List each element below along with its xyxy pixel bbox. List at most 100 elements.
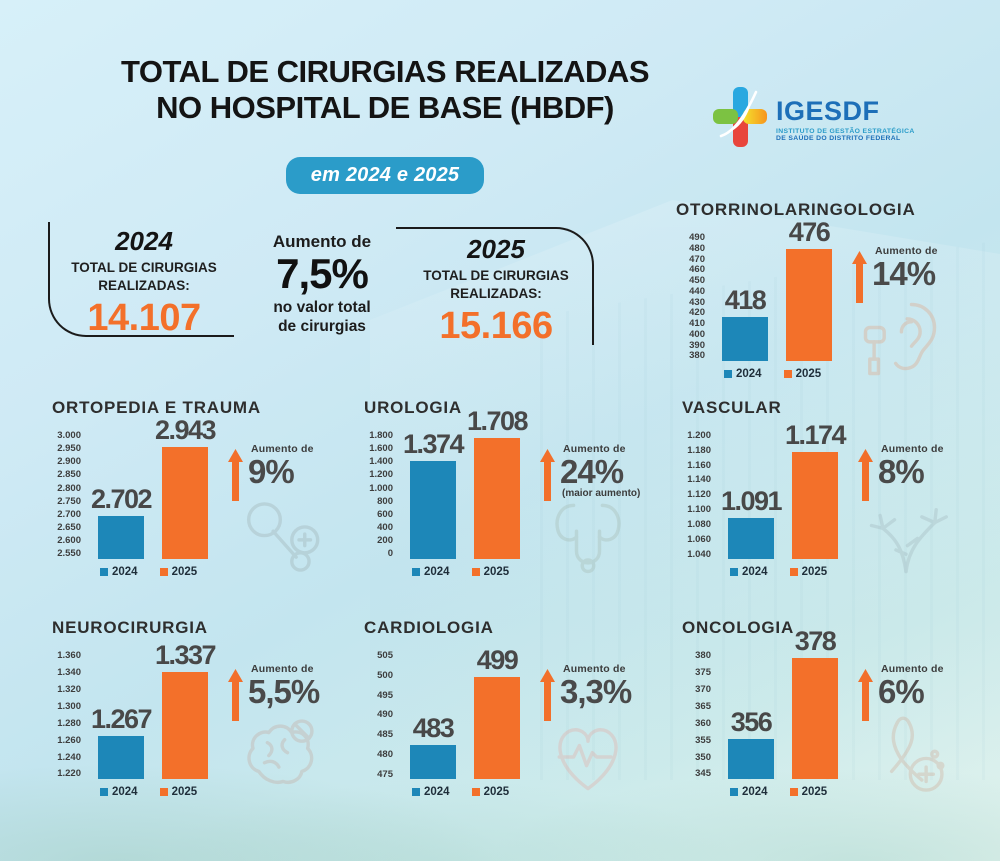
chart-title: NEUROCIRURGIA: [52, 618, 208, 637]
y-tick-label: 495: [377, 689, 393, 701]
y-tick-label: 380: [695, 650, 711, 661]
increase-text: Aumento de 14%: [872, 245, 938, 290]
legend-label: 2024: [112, 786, 138, 798]
summary-2024-label: TOTAL DE CIRURGIAS REALIZADAS:: [71, 260, 217, 293]
bar-value-2025: 476: [788, 217, 831, 247]
summary-increase-prefix: Aumento de: [272, 232, 372, 251]
increase-label: Aumento de: [563, 443, 626, 455]
summary-increase-value: 7,5%: [276, 250, 369, 297]
igesdf-logo-text: IGESDF INSTITUTO DE GESTÃO ESTRATÉGICA D…: [776, 95, 915, 142]
legend-label: 2024: [424, 786, 450, 798]
summary-2025-year: 2025: [467, 234, 525, 264]
y-tick-label: 1.300: [57, 700, 81, 712]
y-tick-label: 440: [689, 285, 705, 297]
increase-percent: 6%: [878, 673, 925, 710]
plot-area: 1.267 1.337: [91, 642, 224, 779]
chart-title: VASCULAR: [682, 398, 782, 417]
y-tick-label: 490: [689, 232, 705, 243]
legend-label: 2024: [742, 566, 768, 578]
y-tick-label: 800: [377, 495, 393, 507]
bar-value-2025: 1.708: [466, 406, 529, 436]
chart-ortopedia-e-trauma: ORTOPEDIA E TRAUMA 3.000 2.950 2.900 2.850 2.…: [48, 398, 354, 578]
legend-swatch: [159, 788, 168, 796]
increase-label: Aumento de: [881, 443, 944, 455]
chart-urologia: UROLOGIA 1.800 1.600 1.400 1.200 1.000 800 600 4…: [360, 398, 666, 578]
chart-legend: 2024 2025: [724, 368, 978, 380]
period-badge: em 2024 e 2025: [285, 156, 485, 194]
heart-ekg-icon: [542, 711, 634, 803]
bracket-2025: [396, 227, 594, 345]
bar-2025: [786, 249, 832, 361]
y-tick-label: 400: [689, 328, 705, 340]
y-tick-label: 470: [689, 253, 705, 265]
summary-2025-total: 15.166: [439, 305, 553, 348]
y-tick-label: 1.000: [369, 482, 393, 494]
summary-2024-total: 14.107: [87, 297, 201, 340]
chart-title: UROLOGIA: [364, 398, 463, 417]
increase-callout: Aumento de 14%: [852, 245, 938, 308]
legend-item-2025: 2025: [789, 786, 827, 798]
y-tick-label: 460: [689, 264, 705, 276]
y-tick-label: 1.120: [687, 489, 711, 501]
y-axis-ticks: 505 500 495 490 485 480 475: [360, 651, 404, 779]
bar-value-2024: 1.374: [402, 429, 465, 459]
legend-item-2025: 2025: [471, 566, 509, 578]
increase-percent: 24%: [560, 453, 624, 490]
legend-label: 2025: [483, 786, 510, 798]
y-tick-label: 1.400: [369, 456, 393, 468]
legend-label: 2024: [112, 566, 138, 578]
legend-label: 2024: [424, 566, 450, 578]
chart-legend: 2024 2025: [730, 566, 984, 578]
y-tick-label: 505: [377, 650, 393, 661]
chart-body: 490 480 470 460 450 440 430 420 410 400 390 380 418 4…: [672, 219, 978, 376]
increase-text: Aumento de 3,3%: [560, 663, 632, 708]
increase-text: Aumento de 6%: [878, 663, 944, 708]
bar-2024: [410, 461, 456, 559]
increase-text: Aumento de 5,5%: [248, 663, 320, 708]
awareness-ribbon-icon: [860, 711, 952, 803]
hip-joint-icon: [230, 491, 322, 583]
chart-vascular: VASCULAR 1.200 1.180 1.160 1.140 1.120 1.100 1.…: [678, 398, 984, 578]
y-axis-ticks: 3.000 2.950 2.900 2.850 2.800 2.750 2.700 2.650…: [48, 431, 92, 559]
bar-value-2025: 1.174: [784, 420, 847, 450]
y-tick-label: 200: [377, 535, 393, 547]
legend-item-2025: 2025: [783, 368, 822, 380]
legend-swatch: [471, 788, 480, 796]
y-tick-label: 410: [689, 318, 705, 330]
y-tick-label: 390: [689, 339, 705, 351]
y-tick-label: 1.080: [687, 518, 711, 530]
legend-swatch: [783, 370, 792, 378]
y-tick-label: 1.160: [687, 459, 711, 471]
y-axis-ticks: 1.800 1.600 1.400 1.200 1.000 800 600 400 200 0: [360, 431, 404, 559]
y-tick-label: 450: [689, 275, 705, 287]
bar-2024: [98, 736, 144, 779]
y-tick-label: 2.700: [57, 508, 81, 520]
legend-swatch: [789, 788, 798, 796]
chart-legend: 2024 2025: [412, 566, 666, 578]
y-tick-label: 2.950: [57, 443, 81, 455]
plot-area: 418 476: [716, 219, 848, 361]
y-tick-label: 375: [695, 666, 711, 678]
increase-text: Aumento de 24% (maior aumento): [560, 443, 640, 499]
legend-item-2024: 2024: [100, 566, 138, 578]
y-tick-label: 2.850: [57, 469, 81, 481]
increase-label: Aumento de: [881, 663, 944, 675]
chart-legend: 2024 2025: [100, 566, 354, 578]
legend-item-2025: 2025: [789, 566, 827, 578]
legend-label: 2025: [171, 786, 198, 798]
summary-increase-suffix: no valor total de cirurgias: [273, 299, 371, 336]
chart-title: ORTOPEDIA E TRAUMA: [52, 398, 261, 417]
legend-label: 2025: [795, 368, 822, 380]
kidneys-icon: [542, 491, 634, 583]
increase-label: Aumento de: [563, 663, 626, 675]
y-tick-label: 600: [377, 508, 393, 520]
bar-2024: [722, 317, 768, 361]
bar-value-2024: 483: [412, 713, 455, 743]
bar-value-2025: 499: [476, 645, 519, 675]
up-arrow-icon: [858, 449, 873, 506]
logo-name: IGESDF: [776, 95, 880, 126]
plot-area: 2.702 2.943: [91, 417, 224, 559]
increase-label: Aumento de: [251, 663, 314, 675]
y-tick-label: 0: [387, 548, 393, 560]
y-tick-label: 485: [377, 729, 393, 740]
